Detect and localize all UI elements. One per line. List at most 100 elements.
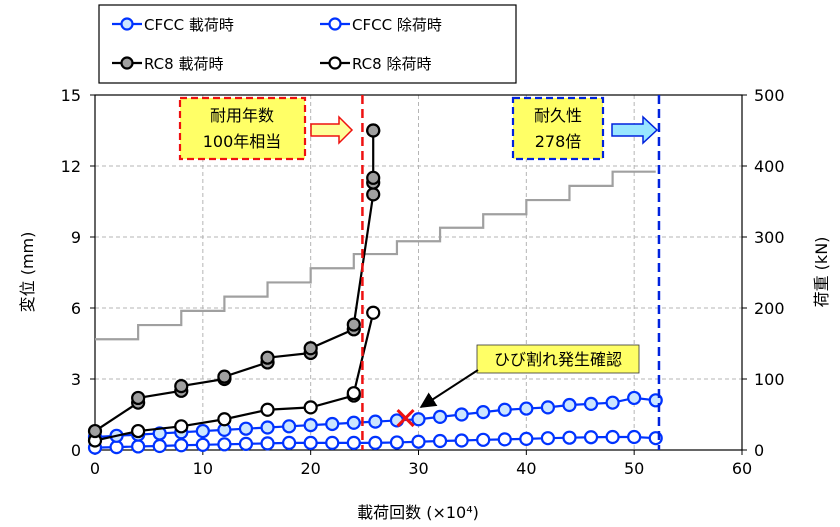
data-point-rc8-load xyxy=(174,379,189,394)
data-point-rc8-unload xyxy=(217,412,232,427)
y-tick-label: 12 xyxy=(61,157,81,176)
data-point-cfcc-load xyxy=(346,415,361,430)
y2-tick-label: 200 xyxy=(754,299,785,318)
y2-tick-label: 400 xyxy=(754,157,785,176)
data-point-rc8-load xyxy=(366,187,381,202)
data-point-cfcc-unload xyxy=(131,439,146,454)
series-rc8-unload xyxy=(87,305,381,448)
y-ticks: 0 3 6 9 12 15 xyxy=(61,86,95,460)
data-point-cfcc-unload xyxy=(389,435,405,450)
crack-marker xyxy=(396,408,415,428)
y2-tick-label: 0 xyxy=(754,441,764,460)
legend-item-rc8-load: RC8 載荷時 xyxy=(112,55,223,73)
y2-axis-title: 荷重 (kN) xyxy=(812,237,831,308)
data-point-rc8-load xyxy=(303,341,318,356)
durability-label-2: 278倍 xyxy=(535,132,582,151)
data-point-cfcc-load xyxy=(282,419,297,434)
legend-label-rc8-load: RC8 載荷時 xyxy=(144,55,223,73)
data-point-cfcc-unload xyxy=(282,435,297,450)
data-point-cfcc-unload xyxy=(432,433,448,449)
data-point-cfcc-load xyxy=(325,416,340,432)
y-axis-title: 変位 (mm) xyxy=(18,232,37,313)
data-point-cfcc-unload xyxy=(540,431,556,446)
data-point-cfcc-load xyxy=(540,400,556,415)
data-point-cfcc-load xyxy=(583,396,599,411)
data-point-rc8-unload xyxy=(303,400,318,415)
data-point-cfcc-load xyxy=(152,426,167,441)
legend: CFCC 載荷時 CFCC 除荷時 RC8 載荷時 RC8 除荷時 xyxy=(98,4,517,84)
data-point-rc8-load xyxy=(217,369,232,384)
x-axis-title: 載荷回数 (×10⁴) xyxy=(357,503,479,522)
data-point-cfcc-unload xyxy=(195,437,210,452)
x-tick-label: 60 xyxy=(732,459,752,478)
data-point-rc8-load xyxy=(366,123,381,138)
y-tick-label: 15 xyxy=(61,86,81,105)
data-point-cfcc-unload xyxy=(476,432,491,447)
data-point-cfcc-load xyxy=(368,414,383,429)
legend-item-cfcc-load: CFCC 載荷時 xyxy=(112,16,234,34)
y-tick-label: 3 xyxy=(71,370,81,389)
y2-ticks: 0 100 200 300 400 500 xyxy=(742,86,785,460)
crack-callout: ひび割れ発生確認 xyxy=(419,344,640,408)
data-point-cfcc-unload xyxy=(325,435,340,450)
data-point-rc8-load xyxy=(131,390,146,406)
data-point-cfcc-unload xyxy=(260,436,275,451)
data-point-cfcc-unload xyxy=(583,430,599,445)
crack-label: ひび割れ発生確認 xyxy=(494,350,622,369)
data-point-cfcc-load xyxy=(303,418,318,433)
y2-tick-label: 100 xyxy=(754,370,785,389)
data-point-cfcc-unload xyxy=(497,432,512,447)
data-point-cfcc-unload xyxy=(411,434,426,449)
data-point-cfcc-unload xyxy=(152,438,167,454)
x-tick-label: 0 xyxy=(90,459,100,478)
data-point-cfcc-load xyxy=(195,423,210,439)
series-cfcc-unload xyxy=(87,429,663,455)
data-point-rc8-unload xyxy=(346,386,361,401)
data-point-rc8-unload xyxy=(174,419,189,434)
legend-label-rc8-unload: RC8 除荷時 xyxy=(352,55,431,73)
x-tick-label: 20 xyxy=(300,459,320,478)
series-line-rc8-load xyxy=(94,130,375,432)
service-life-callout: 耐用年数 100年相当 xyxy=(178,96,354,161)
data-point-cfcc-load xyxy=(432,409,448,424)
load-step-line xyxy=(95,170,656,341)
data-point-cfcc-load xyxy=(238,421,254,436)
service-life-label-2: 100年相当 xyxy=(203,132,282,151)
durability-arrow xyxy=(611,115,659,145)
service-life-label-1: 耐用年数 xyxy=(210,106,274,125)
data-point-rc8-load xyxy=(87,423,103,439)
data-point-cfcc-load xyxy=(454,407,469,422)
x-tick-label: 50 xyxy=(624,459,644,478)
data-point-cfcc-unload xyxy=(238,436,254,451)
legend-label-cfcc-unload: CFCC 除荷時 xyxy=(352,16,442,34)
data-point-cfcc-unload xyxy=(562,430,577,445)
data-point-rc8-load xyxy=(346,317,361,332)
x-tick-label: 40 xyxy=(516,459,536,478)
x-tick-label: 30 xyxy=(408,459,428,478)
crack-x-stroke xyxy=(396,408,415,428)
legend-item-rc8-unload: RC8 除荷時 xyxy=(320,55,431,73)
series-rc8-load xyxy=(87,123,381,439)
data-point-cfcc-unload xyxy=(368,435,383,450)
y2-tick-label: 300 xyxy=(754,228,785,247)
legend-box xyxy=(98,4,517,84)
legend-label-cfcc-load: CFCC 載荷時 xyxy=(144,16,234,34)
data-point-cfcc-unload xyxy=(303,435,318,450)
y-tick-label: 9 xyxy=(71,228,81,247)
data-point-cfcc-load xyxy=(519,401,534,416)
data-point-cfcc-load xyxy=(260,420,275,435)
data-point-cfcc-unload xyxy=(605,429,620,445)
legend-item-cfcc-unload: CFCC 除荷時 xyxy=(320,16,442,34)
data-point-rc8-unload xyxy=(260,402,275,417)
data-point-rc8-load xyxy=(366,170,381,185)
service-life-arrow xyxy=(310,115,354,145)
load-series xyxy=(95,170,656,341)
data-point-cfcc-load xyxy=(476,405,491,420)
data-point-cfcc-load xyxy=(605,395,620,410)
data-point-rc8-unload xyxy=(366,305,381,320)
y2-tick-label: 500 xyxy=(754,86,785,105)
crack-arrow xyxy=(419,369,479,408)
series-layer xyxy=(87,123,663,455)
data-point-cfcc-unload xyxy=(346,435,361,450)
